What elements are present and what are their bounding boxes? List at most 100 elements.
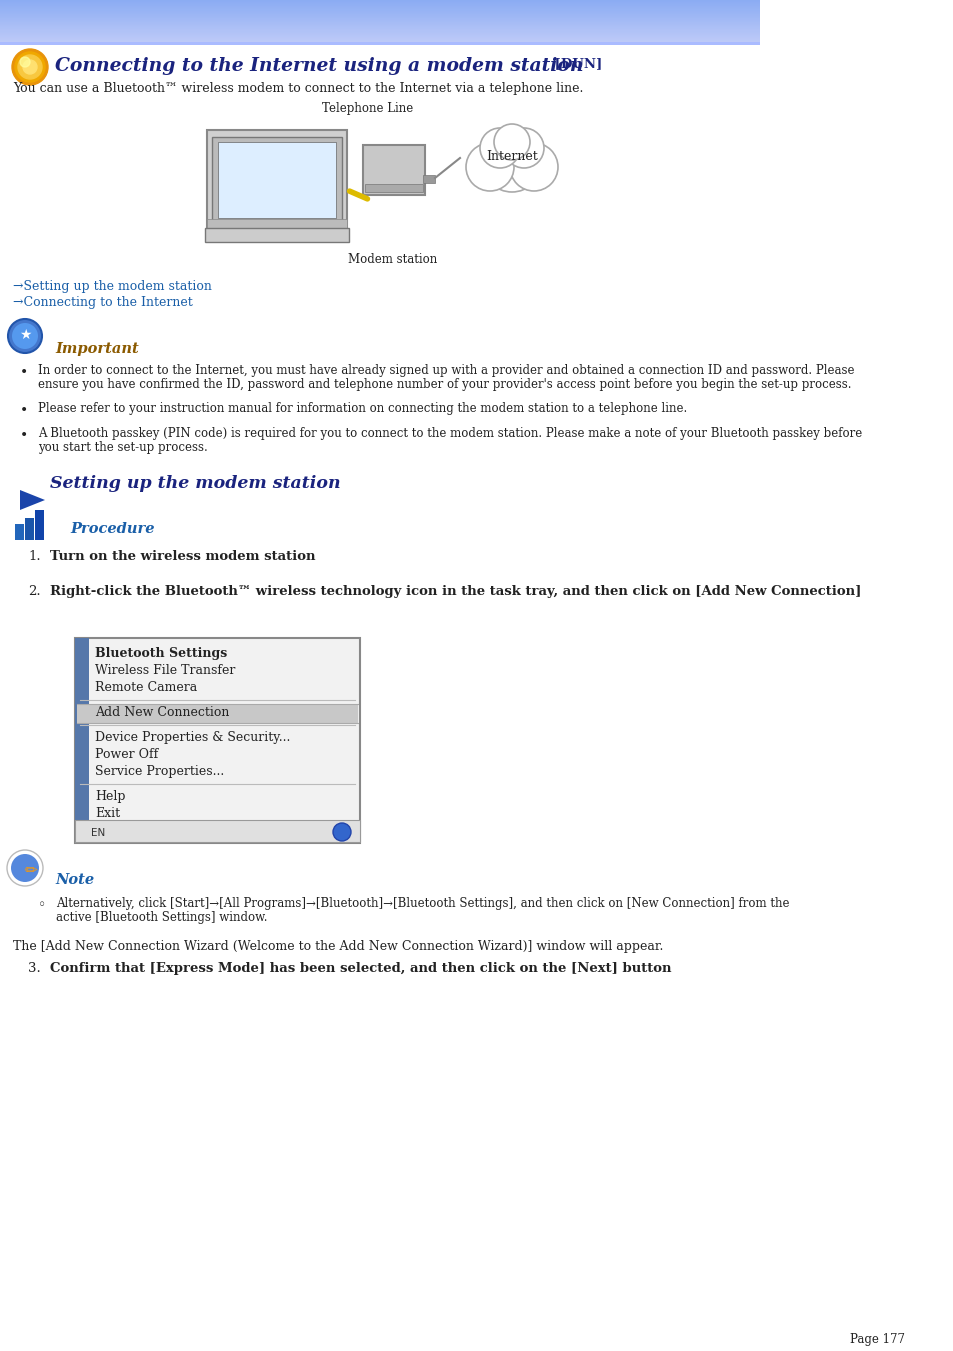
Bar xyxy=(75,820,359,842)
Bar xyxy=(207,219,347,236)
Circle shape xyxy=(333,823,351,842)
Bar xyxy=(0,19,760,22)
Text: Right-click the Bluetooth™ wireless technology icon in the task tray, and then c: Right-click the Bluetooth™ wireless tech… xyxy=(50,585,861,598)
Text: 1.: 1. xyxy=(28,550,41,563)
Text: →Setting up the modem station: →Setting up the modem station xyxy=(13,280,212,293)
Bar xyxy=(0,19,760,20)
Text: Remote Camera: Remote Camera xyxy=(95,681,197,694)
Bar xyxy=(0,41,760,42)
Bar xyxy=(0,5,760,7)
Bar xyxy=(35,509,44,540)
Text: Bluetooth Settings: Bluetooth Settings xyxy=(95,647,227,661)
Circle shape xyxy=(465,143,514,190)
Bar xyxy=(212,136,341,222)
Text: Confirm that [Express Mode] has been selected, and then click on the [Next] butt: Confirm that [Express Mode] has been sel… xyxy=(50,962,671,975)
Bar xyxy=(0,35,760,36)
Bar xyxy=(0,38,760,39)
Text: Please refer to your instruction manual for information on connecting the modem : Please refer to your instruction manual … xyxy=(38,403,686,415)
Text: [DUN]: [DUN] xyxy=(550,57,601,70)
Text: Alternatively, click [Start]→[All Programs]→[Bluetooth]→[Bluetooth Settings], an: Alternatively, click [Start]→[All Progra… xyxy=(56,897,789,911)
Bar xyxy=(0,4,760,5)
Bar xyxy=(0,11,760,12)
Circle shape xyxy=(23,59,37,74)
Text: Connecting to the Internet using a modem station: Connecting to the Internet using a modem… xyxy=(55,57,583,76)
Text: Exit: Exit xyxy=(95,807,120,820)
Bar xyxy=(422,176,435,182)
Circle shape xyxy=(481,132,541,192)
Text: EN: EN xyxy=(91,828,105,838)
Bar xyxy=(0,26,760,27)
Bar xyxy=(218,142,335,218)
Text: you start the set-up process.: you start the set-up process. xyxy=(38,440,208,454)
Text: ✏: ✏ xyxy=(25,862,37,878)
Bar xyxy=(0,28,760,31)
Bar xyxy=(25,517,34,540)
Circle shape xyxy=(8,319,42,353)
Bar xyxy=(205,228,349,242)
Bar xyxy=(0,34,760,35)
Text: ensure you have confirmed the ID, password and telephone number of your provider: ensure you have confirmed the ID, passwo… xyxy=(38,378,851,390)
Bar xyxy=(0,15,760,16)
Circle shape xyxy=(11,854,39,882)
Text: Setting up the modem station: Setting up the modem station xyxy=(50,476,340,492)
Text: Procedure: Procedure xyxy=(70,521,154,536)
Text: A Bluetooth passkey (PIN code) is required for you to connect to the modem stati: A Bluetooth passkey (PIN code) is requir… xyxy=(38,427,862,440)
Text: ★: ★ xyxy=(19,328,31,342)
Bar xyxy=(0,15,760,16)
Bar xyxy=(0,7,760,8)
Text: •: • xyxy=(20,403,29,417)
Bar xyxy=(75,638,359,843)
Bar xyxy=(0,8,760,9)
Bar xyxy=(0,0,760,3)
Bar xyxy=(0,9,760,11)
Text: Turn on the wireless modem station: Turn on the wireless modem station xyxy=(50,550,315,563)
Text: Power Off: Power Off xyxy=(95,748,158,761)
Circle shape xyxy=(503,128,543,168)
Bar xyxy=(77,704,357,723)
Bar xyxy=(0,9,760,12)
Bar xyxy=(0,5,760,7)
Circle shape xyxy=(18,55,42,78)
Text: •: • xyxy=(20,365,29,380)
Text: Important: Important xyxy=(55,342,138,357)
Text: Wireless File Transfer: Wireless File Transfer xyxy=(95,663,235,677)
Bar xyxy=(0,20,760,22)
Circle shape xyxy=(510,143,558,190)
Text: Service Properties...: Service Properties... xyxy=(95,765,224,778)
Text: Device Properties & Security...: Device Properties & Security... xyxy=(95,731,290,744)
Text: Telephone Line: Telephone Line xyxy=(322,101,414,115)
Text: You can use a Bluetooth™ wireless modem to connect to the Internet via a telepho: You can use a Bluetooth™ wireless modem … xyxy=(13,82,583,95)
Bar xyxy=(0,28,760,30)
Bar xyxy=(0,12,760,14)
Bar xyxy=(0,23,760,24)
Bar xyxy=(0,24,760,26)
Bar xyxy=(0,27,760,28)
Circle shape xyxy=(494,124,530,159)
Bar xyxy=(0,31,760,32)
Text: Add New Connection: Add New Connection xyxy=(95,707,229,719)
Bar xyxy=(207,130,347,230)
Text: In order to connect to the Internet, you must have already signed up with a prov: In order to connect to the Internet, you… xyxy=(38,363,854,377)
Circle shape xyxy=(12,323,38,349)
Bar xyxy=(0,3,760,4)
Text: •: • xyxy=(20,428,29,442)
Bar xyxy=(0,36,760,38)
Circle shape xyxy=(12,49,48,85)
Text: Internet: Internet xyxy=(486,150,537,163)
Circle shape xyxy=(15,51,45,82)
Bar xyxy=(0,1,760,3)
Text: 3.: 3. xyxy=(28,962,41,975)
Bar xyxy=(363,145,424,195)
Bar xyxy=(0,34,760,35)
Bar xyxy=(15,524,24,540)
Circle shape xyxy=(7,850,43,886)
Text: Page 177: Page 177 xyxy=(849,1333,904,1346)
Circle shape xyxy=(20,57,30,68)
Bar xyxy=(0,24,760,26)
Bar xyxy=(0,42,760,45)
Text: ◦: ◦ xyxy=(38,898,46,912)
Text: Help: Help xyxy=(95,790,126,802)
Circle shape xyxy=(479,128,519,168)
Text: Note: Note xyxy=(55,873,94,888)
Text: The [Add New Connection Wizard (Welcome to the Add New Connection Wizard)] windo: The [Add New Connection Wizard (Welcome … xyxy=(13,940,662,952)
